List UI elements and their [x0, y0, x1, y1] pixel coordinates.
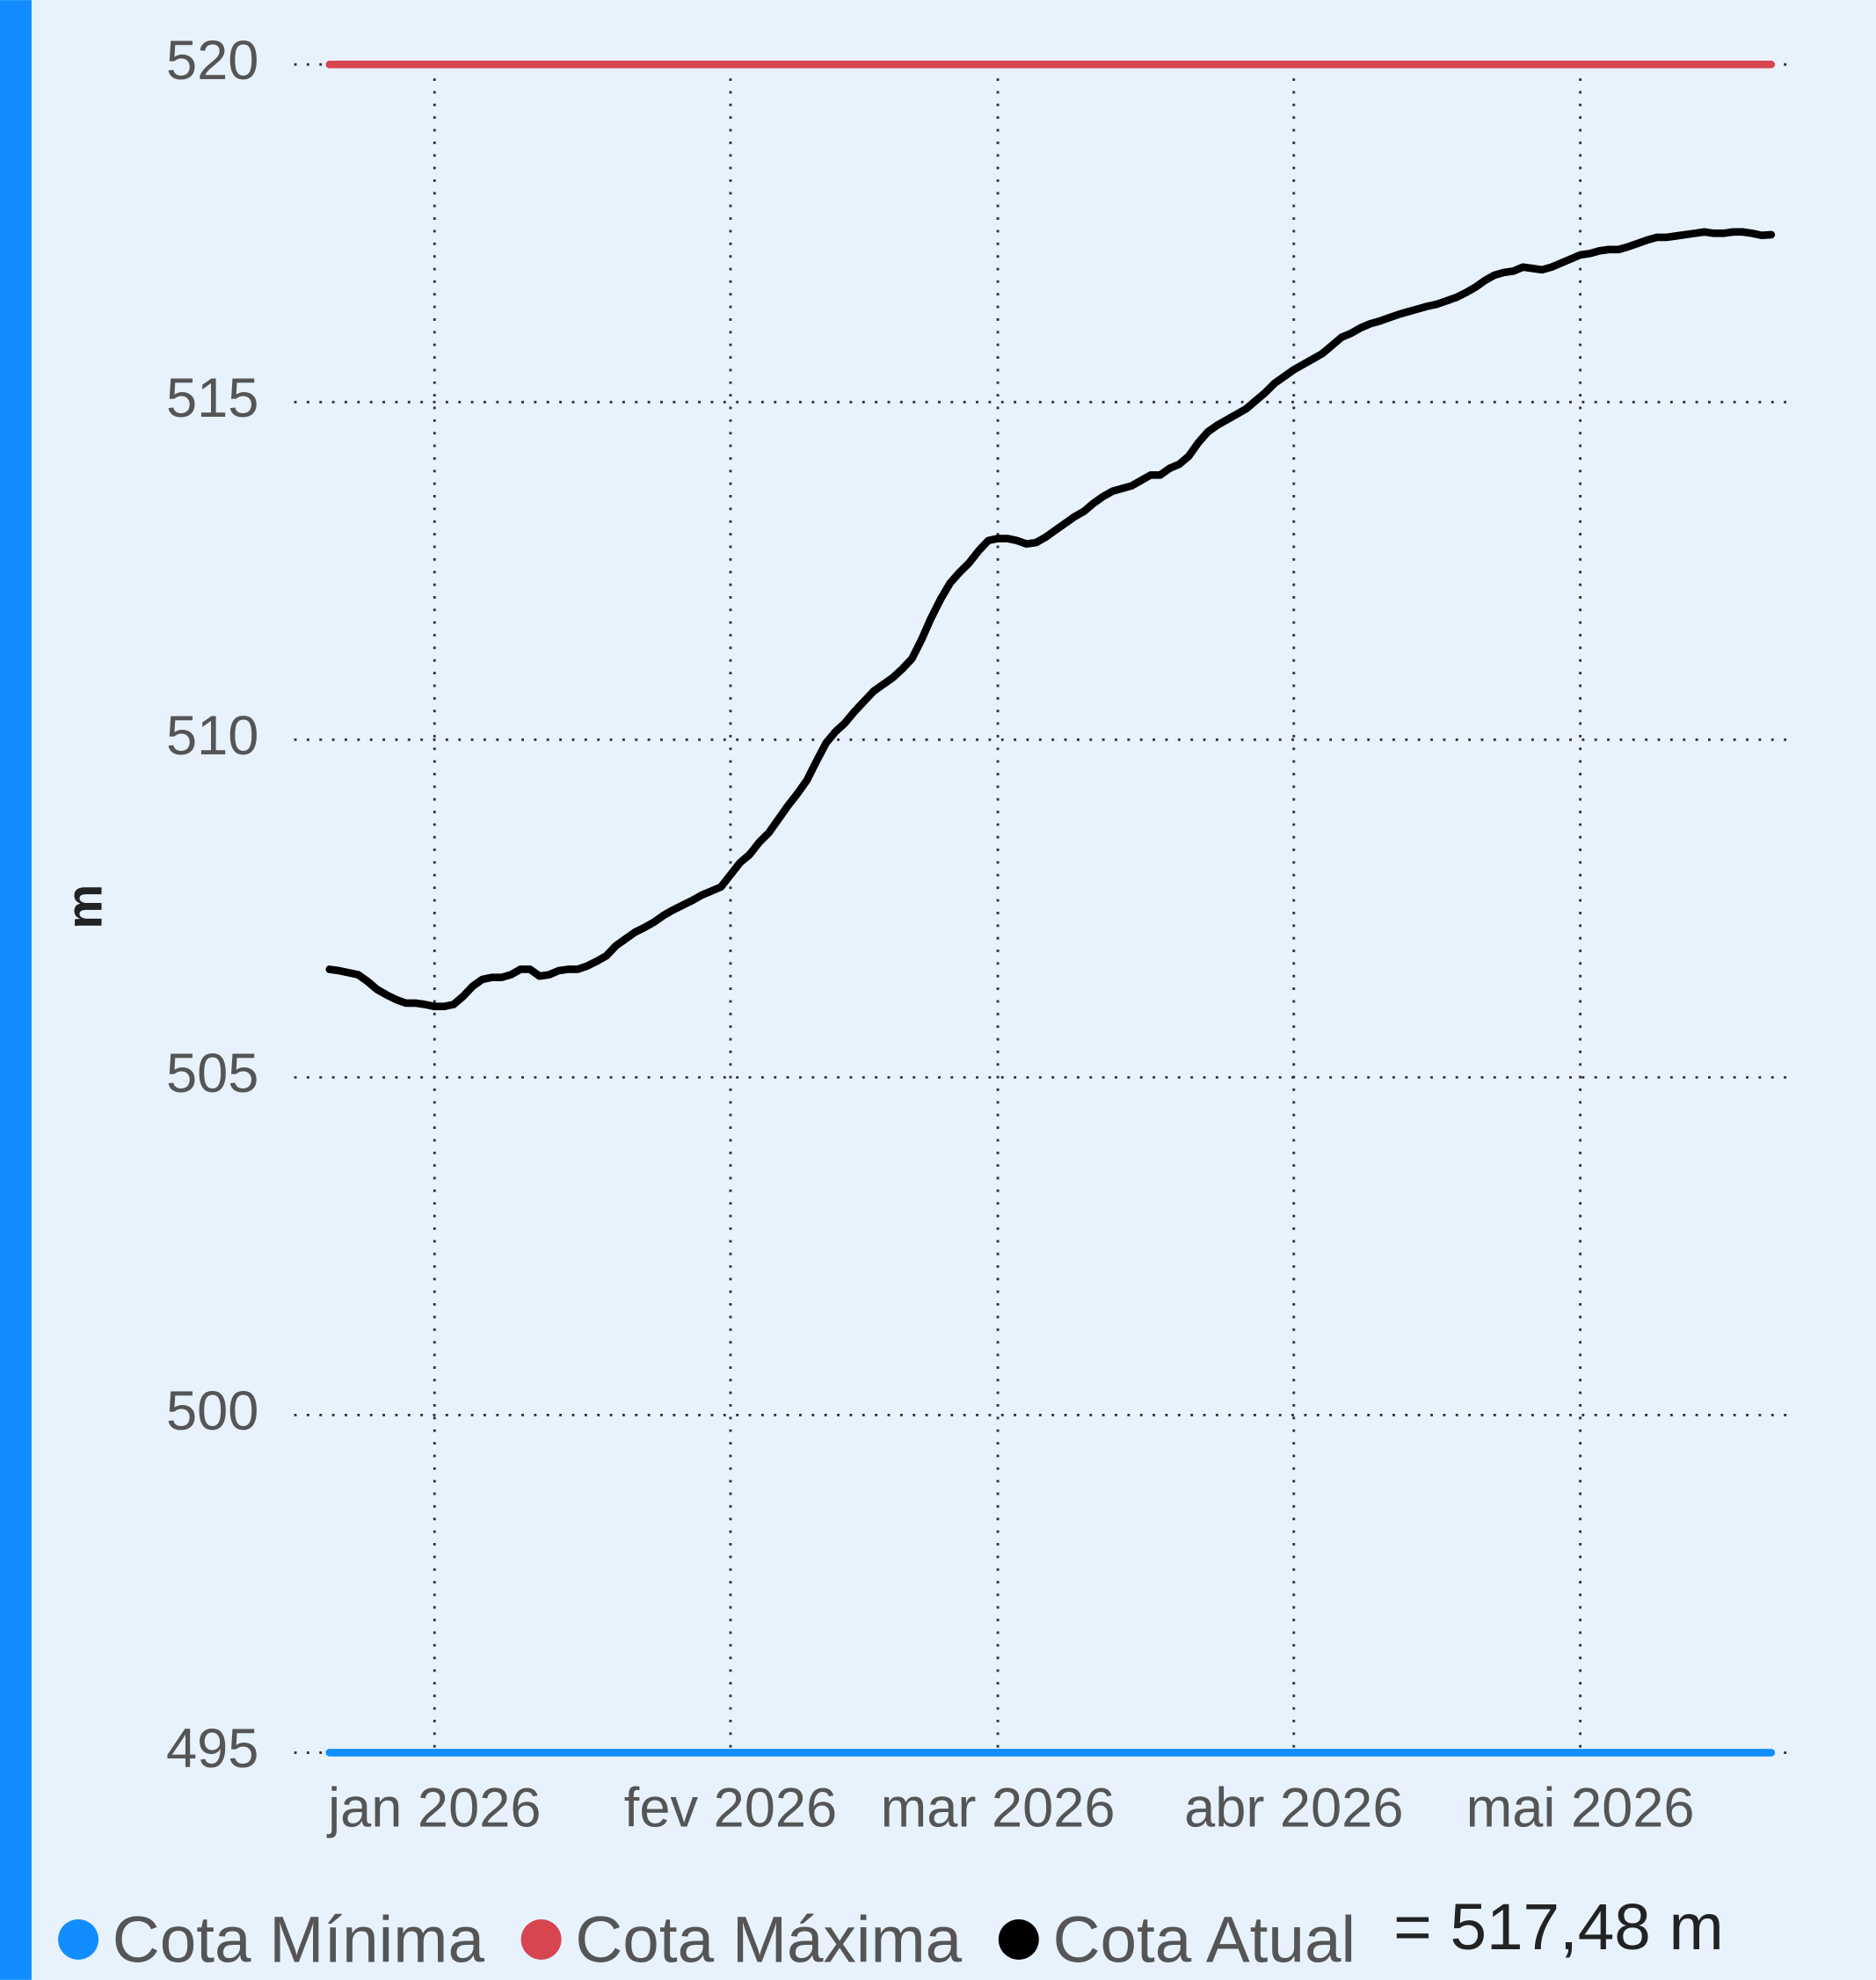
legend-marker	[998, 1918, 1039, 1960]
x-tick-label: jan 2026	[326, 1778, 541, 1839]
x-tick-label: mar 2026	[881, 1778, 1116, 1839]
x-tick-label: fev 2026	[624, 1778, 837, 1839]
legend-marker	[58, 1918, 99, 1960]
legend-marker	[520, 1918, 562, 1960]
x-tick-label: mai 2026	[1466, 1778, 1695, 1839]
x-tick-label: abr 2026	[1184, 1778, 1403, 1839]
legend-label: Cota Mínima	[113, 1902, 485, 1976]
y-tick-label: 520	[166, 30, 258, 91]
y-tick-label: 500	[166, 1380, 258, 1442]
side-bar	[0, 0, 32, 1980]
y-tick-label: 495	[166, 1718, 258, 1780]
legend-label: Cota Atual	[1053, 1902, 1356, 1976]
y-tick-label: 505	[166, 1043, 258, 1104]
current-value-annotation: = 517,48 m	[1393, 1889, 1724, 1963]
legend-label: Cota Máxima	[575, 1902, 962, 1976]
series-line	[325, 228, 1776, 1011]
y-tick-label: 510	[166, 705, 258, 767]
y-tick-label: 515	[166, 368, 258, 429]
y-axis-label: m	[57, 884, 113, 929]
